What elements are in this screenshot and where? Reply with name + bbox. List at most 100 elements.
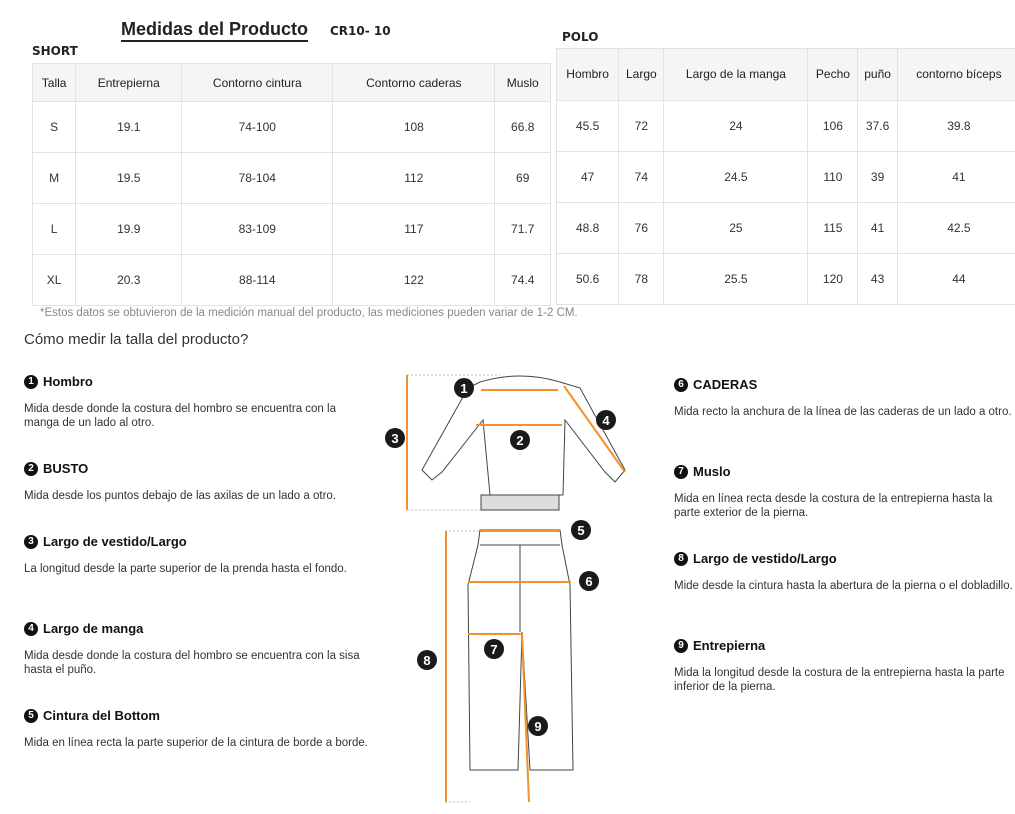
pants-outline (467, 529, 574, 771)
diagram-badge-number: 8 (423, 653, 430, 668)
garment-measurement-illustration: 1 2 3 4 5 6 7 8 9 (385, 374, 626, 803)
step-heading: 1 Hombro (24, 374, 369, 389)
column-header: Muslo (494, 63, 551, 102)
table-cell: 45.5 (555, 100, 620, 152)
short-label: SHORT (32, 44, 78, 58)
step-title: CADERAS (693, 377, 758, 392)
diagram-badge-number: 9 (534, 719, 541, 734)
step-title: Largo de vestido/Largo (693, 551, 837, 566)
step-title: Hombro (43, 374, 93, 389)
measure-step-4: 4 Largo de manga Mida desde donde la costu… (24, 621, 369, 677)
table-cell: 24 (663, 100, 809, 152)
column-header: Contorno cintura (181, 63, 334, 102)
step-description: Mida la longitud desde la costura de la … (674, 667, 1005, 693)
table-cell: 25.5 (663, 253, 809, 305)
step-description: Mida desde donde la costura del hombro s… (24, 403, 336, 429)
table-cell: 19.9 (75, 203, 183, 255)
diagram-badge-number: 7 (490, 642, 497, 657)
diagram-badge-circle (454, 378, 474, 398)
table-row: M 19.5 78-104 112 69 (31, 152, 551, 204)
step-heading: 2 BUSTO (24, 461, 369, 476)
step-number-badge: 1 (24, 374, 38, 389)
diagram-badge-circle (596, 410, 616, 430)
diagram-badge-number: 4 (602, 413, 610, 428)
diagram-badge-circle (579, 571, 599, 591)
step-description: Mida desde los puntos debajo de las axil… (24, 490, 336, 502)
step-heading: 9 Entrepierna (674, 638, 1015, 653)
step-number-badge: 9 (674, 638, 688, 653)
diagram-badge-number: 5 (577, 523, 584, 538)
table-cell: 39.8 (896, 100, 1015, 152)
table-row: XL 20.3 88-114 122 74.4 (31, 254, 551, 306)
measurement-note: *Estos datos se obtuvieron de la medició… (40, 307, 578, 319)
column-header: Contorno caderas (332, 63, 496, 102)
measure-step-1: 1 Hombro Mida desde donde la costura del h… (24, 374, 369, 430)
table-cell: 41 (896, 151, 1015, 203)
table-cell: M (31, 152, 77, 204)
table-cell: 106 (807, 100, 859, 152)
table-row: L 19.9 83-109 117 71.7 (31, 203, 551, 255)
step-title: Muslo (693, 464, 731, 479)
table-cell: 43 (857, 253, 898, 305)
step-description: La longitud desde la parte superior de l… (24, 563, 347, 575)
table-cell: 76 (618, 202, 665, 254)
diagram-badge-number: 3 (391, 431, 398, 446)
table-cell: 47 (555, 151, 620, 203)
diagram-badge-circle (510, 430, 530, 450)
diagram-badge-circle (528, 716, 548, 736)
step-heading: 4 Largo de manga (24, 621, 369, 636)
table-cell: 19.5 (75, 152, 183, 204)
table-row: S 19.1 74-100 108 66.8 (31, 101, 551, 153)
step-title: Largo de vestido/Largo (43, 534, 187, 549)
step-heading: 5 Cintura del Bottom (24, 708, 369, 723)
step-number-badge: 7 (674, 464, 688, 479)
table-cell: 39 (857, 151, 898, 203)
how-to-measure-title: Cómo medir la talla del producto? (24, 331, 249, 348)
step-description: Mida desde donde la costura del hombro s… (24, 650, 360, 676)
column-header: Largo (618, 48, 665, 101)
table-cell: 66.8 (494, 101, 551, 153)
column-header: Pecho (807, 48, 859, 101)
diagram-badge-circle (385, 428, 405, 448)
table-cell: 19.1 (75, 101, 183, 153)
step-number-badge: 2 (24, 461, 38, 476)
diagram-badge-circle (484, 639, 504, 659)
measure-step-5: 5 Cintura del Bottom Mida en línea recta l… (24, 708, 369, 750)
table-cell: 20.3 (75, 254, 183, 306)
table-cell: 50.6 (555, 253, 620, 305)
table-row: 47 74 24.5 110 39 41 (555, 151, 1015, 203)
table-row: 50.6 78 25.5 120 43 44 (555, 253, 1015, 305)
diagram-badge-number: 6 (585, 574, 592, 589)
table-cell: 41 (857, 202, 898, 254)
step-heading: 8 Largo de vestido/Largo (674, 551, 1015, 566)
step-title: Largo de manga (43, 621, 144, 636)
column-header: Largo de la manga (663, 48, 809, 101)
product-code: CR10- 10 (330, 24, 391, 38)
table-cell: 44 (896, 253, 1015, 305)
column-header: Talla (31, 63, 77, 102)
table-cell: 112 (332, 152, 496, 204)
step-title: Cintura del Bottom (43, 708, 160, 723)
table-cell: XL (31, 254, 77, 306)
table-cell: 110 (807, 151, 859, 203)
table-cell: 48.8 (555, 202, 620, 254)
measure-step-7: 7 Muslo Mida en línea recta desde la costu… (674, 464, 1015, 520)
step-number-badge: 3 (24, 534, 38, 549)
sweater-outline (421, 375, 626, 496)
diagram-badge-number: 1 (460, 381, 467, 396)
table-cell: 37.6 (857, 100, 898, 152)
table-cell: 69 (494, 152, 551, 204)
column-header: contorno bíceps (896, 48, 1015, 101)
polo-label: POLO (562, 30, 599, 44)
step-title: Entrepierna (693, 638, 766, 653)
table-cell: 78 (618, 253, 665, 305)
polo-size-table: Hombro Largo Largo de la manga Pecho puño con… (555, 48, 1015, 305)
sweater-hem (480, 494, 560, 511)
diagram-badge-circle (417, 650, 437, 670)
step-number-badge: 4 (24, 621, 38, 636)
column-header: puño (857, 48, 898, 101)
table-cell: 25 (663, 202, 809, 254)
measure-step-9: 9 Entrepierna Mida la longitud desde la co… (674, 638, 1015, 694)
column-header: Entrepierna (75, 63, 183, 102)
short-size-table: Talla Entrepierna Contorno cintura Contorno… (31, 63, 551, 306)
